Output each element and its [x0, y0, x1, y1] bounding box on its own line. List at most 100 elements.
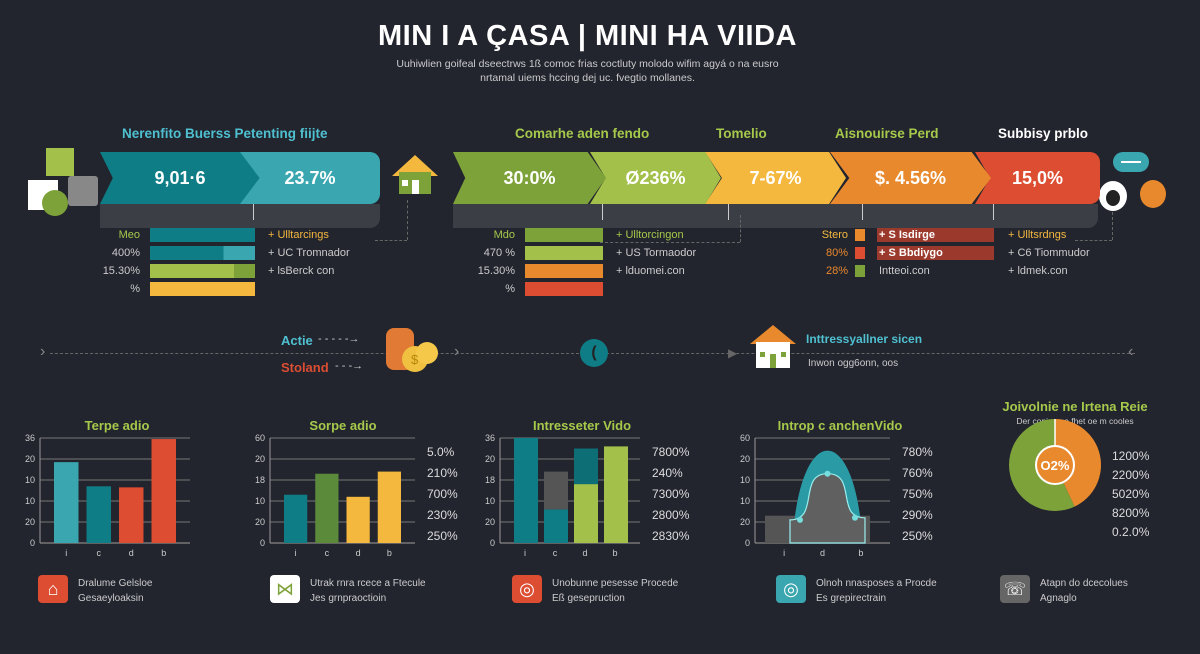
x-tick-label: i: [783, 548, 785, 558]
connector: [1112, 212, 1113, 240]
y-tick-label: 36: [485, 433, 495, 443]
legend-swatch: [855, 265, 865, 277]
section-label: Aisnouirse Perd: [835, 126, 939, 141]
house-icon: [750, 325, 796, 368]
legend-label: 470 %: [483, 247, 515, 259]
right-label: 250%: [902, 529, 933, 543]
legend-label: Meo: [118, 229, 140, 241]
y-tick-label: 0: [30, 538, 35, 548]
y-tick-label: 20: [485, 454, 495, 464]
subtitle-line-1: Uuhiwlien goifeal dseectrws 1ß comoc fri…: [396, 58, 779, 70]
right-label: 290%: [902, 508, 933, 522]
legend-note: + lduomei.con: [616, 265, 685, 277]
bar: [151, 439, 176, 543]
bar-segment: [514, 438, 538, 543]
legend-bar: [150, 264, 255, 278]
connector: [375, 240, 407, 241]
banner-tick: [993, 204, 994, 220]
data-point: [797, 516, 803, 523]
y-tick-label: 20: [25, 517, 35, 527]
segment-value: 9,01·6: [154, 167, 206, 188]
step-circle[interactable]: (: [580, 339, 608, 367]
x-tick-label: c: [553, 548, 558, 558]
section-label: Tomelio: [716, 126, 767, 141]
legend-bar: [150, 246, 255, 260]
x-tick-label: i: [524, 548, 526, 558]
bar: [284, 494, 308, 543]
connector: [407, 200, 408, 240]
footer-line-1: Utrak rnra rcece a Ftecule: [310, 578, 426, 589]
chart-title: Terpe adio: [85, 418, 150, 433]
y-tick-label: 60: [740, 433, 750, 443]
actie-label: Actie: [281, 333, 317, 348]
section-label: Subbisy prblo: [998, 126, 1089, 141]
arrow: - - - - -→: [318, 333, 360, 345]
y-tick-label: 18: [255, 475, 265, 485]
footer-text: Unobunne pesesse Procede Eß gesepruction: [552, 576, 678, 606]
legend-label: 400%: [111, 247, 140, 259]
segment-value: $. 4.56%: [874, 167, 947, 188]
y-tick-label: 20: [255, 454, 265, 464]
legend-bar: [525, 282, 603, 296]
banner-tick: [602, 204, 603, 220]
footer-line-2: Jes grnpraoctioin: [310, 593, 387, 604]
y-tick-label: 10: [740, 475, 750, 485]
legend-label: Mdo: [493, 229, 515, 241]
legend-note: + S Bbdiygo: [877, 246, 994, 260]
y-tick-label: 0: [490, 538, 495, 548]
right-segment-5: 15,0%: [975, 152, 1100, 204]
right-label: 7800%: [652, 445, 690, 459]
chart-subtitle: Der conis noo fhet oe m cooles: [1016, 416, 1133, 426]
footer-line-2: Agnaglo: [1040, 593, 1077, 604]
connector: [1075, 240, 1112, 241]
footer-line-1: Dralume Gelsloe: [78, 578, 153, 589]
right-label: 0.2.0%: [1112, 525, 1150, 539]
y-tick-label: 20: [255, 517, 265, 527]
right-label: 5.0%: [427, 445, 455, 459]
chart-title: Sorpe adio: [309, 418, 376, 433]
right-label: 2800%: [652, 508, 690, 522]
legend-swatch: [855, 229, 865, 241]
right-label: 250%: [427, 529, 458, 543]
pie-center-label: O2%: [1041, 458, 1070, 473]
y-tick-label: 20: [485, 517, 495, 527]
x-tick-label: b: [858, 548, 863, 558]
bar-segment: [574, 484, 598, 543]
arrow-head-icon: ▶: [728, 346, 738, 360]
data-point: [852, 514, 858, 521]
right-segment-3: 7-67%: [705, 152, 846, 204]
legend-label: 28%: [825, 265, 848, 277]
legend-bar: [525, 246, 603, 260]
footer-line-1: Olnoh nnasposes a Procde: [816, 578, 937, 589]
right-segment-2: Ø236%: [590, 152, 721, 204]
people-chat-icon: [1099, 152, 1166, 211]
footer-line-2: Gesaeyloaksin: [78, 593, 144, 604]
y-tick-label: 10: [25, 496, 35, 506]
y-tick-label: 0: [745, 538, 750, 548]
right-label: 1200%: [1112, 449, 1150, 463]
right-label: 5020%: [1112, 487, 1150, 501]
phone-icon: ☏: [1000, 575, 1030, 603]
left-banner-base: [100, 204, 380, 228]
right-label: 760%: [902, 466, 933, 480]
footer-text: Utrak rnra rcece a Ftecule Jes grnpraocti…: [310, 576, 426, 606]
right-segment-4: $. 4.56%: [830, 152, 991, 204]
documents-icon: [28, 148, 98, 218]
charts-area: Terpe adio 0 20 10 10 20 36 i c d b Sorpe adio 0 20 10…: [25, 399, 1150, 558]
x-tick-label: b: [612, 548, 617, 558]
segment-value: 23.7%: [284, 167, 336, 188]
right-label: 7300%: [652, 487, 690, 501]
data-point: [824, 470, 831, 477]
house-title: Inttressyallner sicen: [806, 332, 923, 346]
bar: [86, 486, 111, 543]
camera-icon: ◎: [776, 575, 806, 603]
right-label: 210%: [427, 466, 458, 480]
bar: [315, 473, 339, 543]
pie-slice: [1055, 419, 1102, 507]
x-tick-label: d: [129, 548, 134, 558]
right-label: 8200%: [1112, 506, 1150, 520]
chevron-left-icon[interactable]: ›: [40, 343, 46, 360]
chevron-right-icon[interactable]: ‹: [1128, 343, 1134, 360]
y-tick-label: 20: [740, 517, 750, 527]
right-label: 700%: [427, 487, 458, 501]
